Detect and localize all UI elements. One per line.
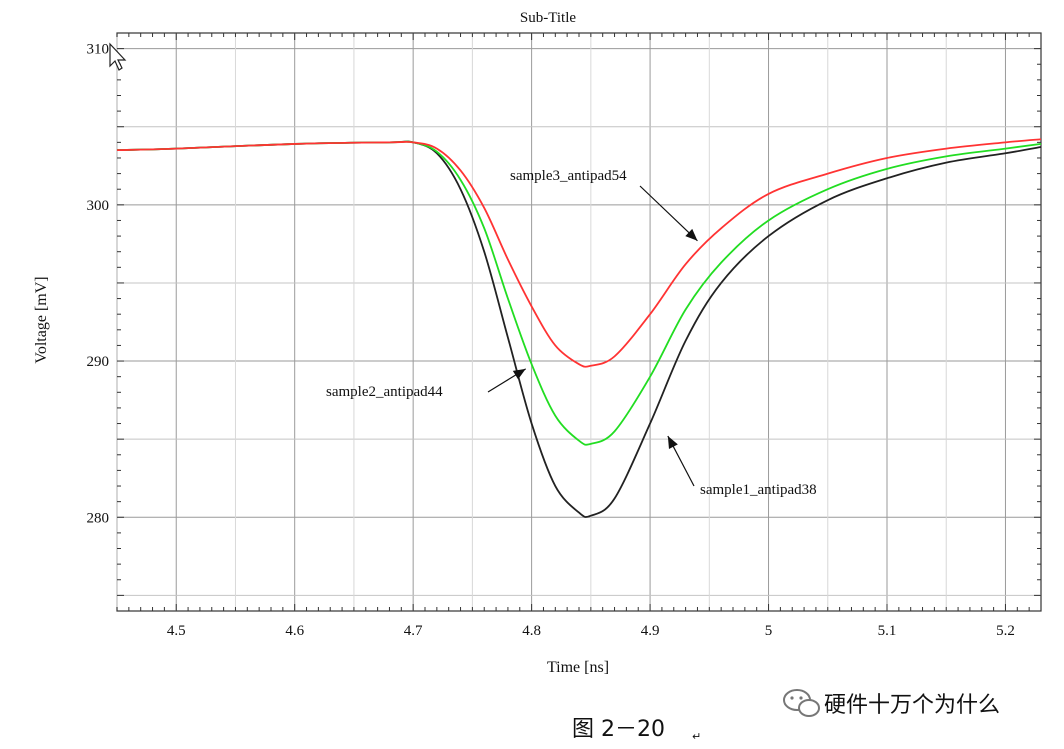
annotation-arrowhead [685, 228, 698, 241]
x-tick-label: 5 [765, 623, 773, 639]
grid-lines [116, 33, 1041, 611]
x-tick-label: 4.6 [285, 623, 304, 639]
series-lines [116, 138, 1042, 518]
x-tick-label: 4.7 [404, 623, 423, 639]
wechat-icon [783, 689, 820, 717]
y-tick-labels: 280 290 300 310 [87, 42, 110, 527]
chart-subtitle: Sub-Title [520, 10, 576, 26]
tick-marks [116, 32, 1042, 612]
x-tick-label: 4.5 [167, 623, 186, 639]
series-line-sample3_antipad54 [116, 138, 1042, 368]
figure-caption: 图 2－20 [572, 717, 665, 742]
y-tick-label: 290 [87, 354, 110, 370]
annotations: sample3_antipad54 sample2_antipad44sample… [326, 168, 817, 498]
x-tick-label: 4.9 [641, 623, 660, 639]
y-axis-label: Voltage [mV] [33, 276, 50, 363]
annotation-arrowhead [512, 368, 526, 380]
mouse-cursor-icon [109, 42, 127, 71]
x-tick-label: 5.2 [996, 623, 1015, 639]
annotation-label: sample3_antipad54 [510, 168, 627, 184]
x-axis-label: Time [ns] [547, 659, 609, 676]
paragraph-mark: ↵ [692, 730, 701, 743]
x-tick-label: 5.1 [878, 623, 897, 639]
annotation: sample2_antipad44 [326, 368, 527, 400]
plot-area [116, 32, 1042, 612]
annotation-arrowhead [667, 436, 678, 449]
y-tick-label: 310 [87, 42, 110, 58]
x-tick-label: 4.8 [522, 623, 541, 639]
annotation: sample3_antipad54 [510, 168, 698, 242]
y-tick-label: 300 [87, 198, 110, 214]
x-tick-labels: 4.5 4.6 4.7 4.8 4.9 5 5.1 5.2 [167, 623, 1015, 639]
annotation-label: sample2_antipad44 [326, 384, 443, 400]
annotation: sample1_antipad38 [667, 435, 817, 498]
y-tick-label: 280 [87, 510, 110, 526]
annotation-label: sample1_antipad38 [700, 482, 817, 498]
watermark: 硬件十万个为什么 [783, 689, 1000, 718]
watermark-text: 硬件十万个为什么 [824, 693, 1000, 718]
annotation-arrow-line [639, 185, 698, 242]
